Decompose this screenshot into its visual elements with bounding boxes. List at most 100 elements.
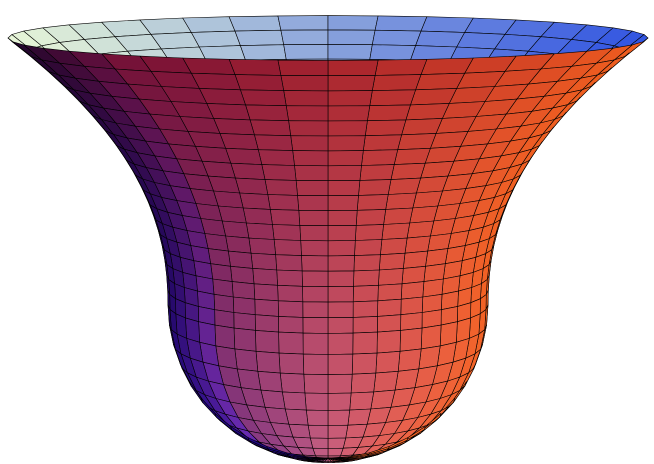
- mesh-face: [240, 44, 287, 61]
- mesh-face: [304, 392, 329, 411]
- mesh-face: [275, 254, 303, 272]
- mesh-face: [352, 284, 379, 303]
- mesh-face: [383, 207, 414, 225]
- mesh-face: [191, 30, 241, 48]
- mesh-face: [273, 239, 302, 256]
- mesh-face: [233, 327, 257, 352]
- mesh-face: [362, 134, 402, 151]
- mesh-face: [264, 179, 298, 196]
- mesh-face: [277, 300, 304, 318]
- mesh-face: [327, 255, 355, 272]
- mesh-face: [255, 350, 281, 374]
- mesh-face: [285, 105, 329, 122]
- mesh-face: [230, 162, 266, 180]
- mesh-face: [399, 327, 423, 352]
- mesh-face: [369, 89, 416, 106]
- mesh-face: [283, 90, 329, 107]
- mesh-face: [415, 72, 466, 91]
- mesh-face: [327, 90, 373, 107]
- mesh-face: [371, 29, 422, 46]
- mesh-face: [254, 314, 279, 333]
- mesh-face: [350, 372, 377, 394]
- mesh-face: [302, 317, 329, 334]
- mesh-face: [400, 296, 424, 316]
- mesh-face: [394, 368, 420, 391]
- mesh-face: [378, 268, 404, 286]
- mesh-face: [278, 316, 304, 334]
- mesh-face: [245, 104, 289, 121]
- mesh-face: [292, 150, 329, 167]
- mesh-face: [406, 220, 435, 239]
- mesh-face: [385, 192, 417, 210]
- mesh-face: [300, 240, 329, 257]
- mesh-face: [327, 120, 368, 137]
- mesh-face: [309, 437, 329, 449]
- mesh-face: [380, 237, 408, 255]
- mesh-face: [302, 332, 329, 355]
- mesh-face: [303, 373, 329, 394]
- mesh-face: [261, 164, 297, 181]
- mesh-face: [367, 104, 411, 121]
- mesh-face: [246, 222, 275, 240]
- mesh-face: [439, 321, 458, 347]
- mesh-face: [375, 350, 401, 374]
- mesh-face: [327, 301, 354, 319]
- mesh-face: [301, 270, 329, 287]
- mesh-face: [353, 254, 381, 272]
- mesh-face: [400, 312, 423, 331]
- mesh-face: [409, 205, 439, 224]
- mesh-face: [240, 89, 287, 106]
- mesh-face: [257, 149, 295, 166]
- mesh-face: [230, 265, 255, 285]
- mesh-face: [401, 265, 426, 285]
- mesh-face: [278, 352, 305, 375]
- mesh-face: [248, 237, 276, 255]
- mesh-face: [327, 75, 376, 92]
- mesh-face: [232, 296, 256, 316]
- mesh-face: [302, 285, 329, 303]
- mesh-face: [182, 16, 236, 33]
- mesh-face: [253, 283, 279, 302]
- mesh-face: [381, 222, 411, 240]
- mesh-face: [327, 29, 376, 46]
- mesh-face: [352, 300, 379, 318]
- mesh-face: [228, 250, 253, 269]
- mesh-face: [374, 15, 428, 32]
- mesh-face: [252, 268, 278, 286]
- mesh-face: [327, 240, 356, 257]
- mesh-face: [327, 150, 364, 167]
- mesh-face: [234, 29, 285, 46]
- mesh-face: [288, 120, 329, 137]
- mesh-face: [410, 88, 458, 106]
- mesh-face: [290, 135, 329, 152]
- mesh-face: [352, 316, 378, 334]
- mesh-face: [377, 283, 403, 302]
- mesh-face: [359, 164, 395, 181]
- mesh-face: [327, 135, 366, 152]
- mesh-face: [277, 15, 329, 31]
- mesh-face: [277, 284, 304, 303]
- mesh-face: [239, 192, 271, 210]
- mesh-face: [242, 207, 273, 225]
- mesh-face: [412, 190, 443, 209]
- mesh-face: [327, 437, 347, 449]
- mesh-face: [272, 224, 302, 241]
- mesh-face: [235, 177, 269, 195]
- mesh-face: [377, 298, 402, 317]
- mesh-face: [221, 220, 250, 239]
- mesh-face: [302, 301, 329, 319]
- mesh-face: [404, 235, 431, 254]
- mesh-face: [327, 44, 373, 60]
- mesh-face: [327, 15, 379, 31]
- mesh-face: [354, 224, 384, 241]
- mesh-face: [198, 321, 217, 347]
- mesh-face: [255, 330, 280, 354]
- mesh-face: [327, 210, 358, 226]
- mesh-face: [327, 285, 354, 303]
- mesh-face: [374, 58, 428, 76]
- mesh-face: [225, 148, 263, 165]
- mesh-face: [354, 239, 383, 256]
- mesh-face: [358, 179, 392, 196]
- mesh-face: [298, 210, 329, 226]
